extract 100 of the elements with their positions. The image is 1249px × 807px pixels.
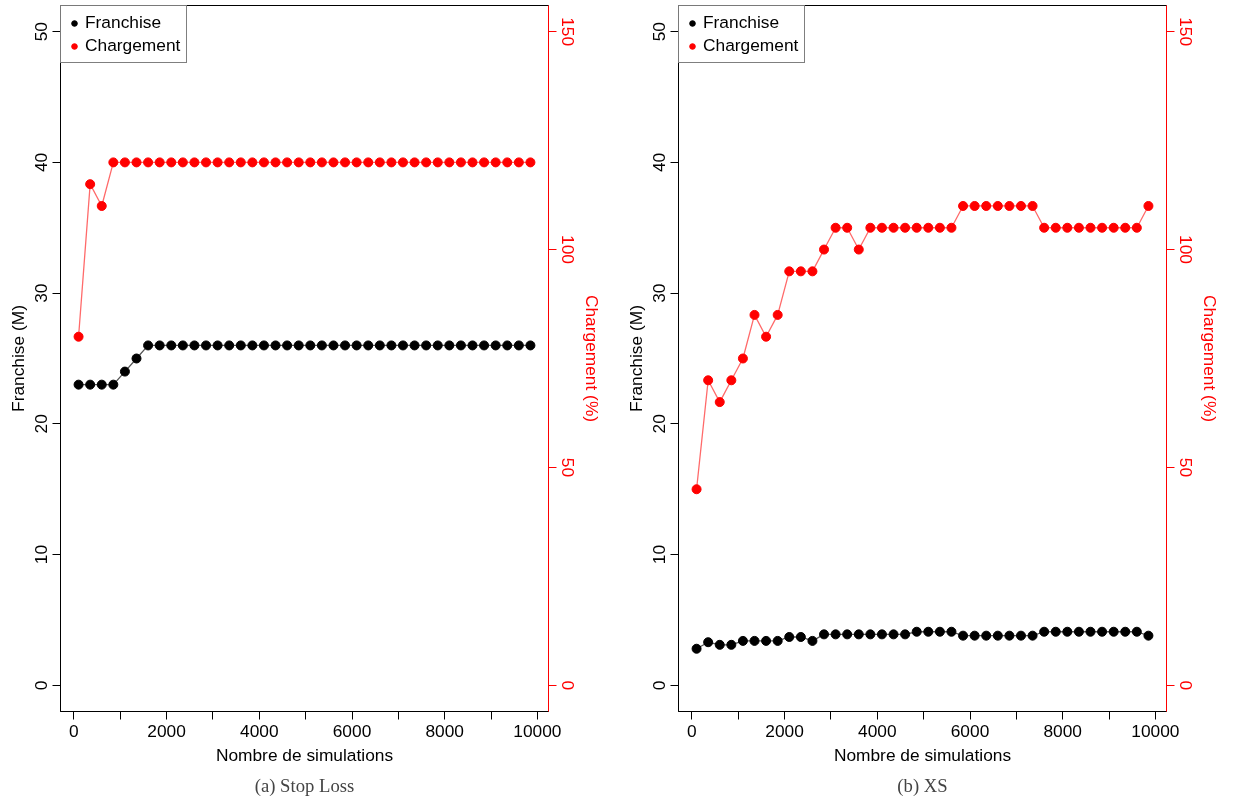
point: [293, 157, 304, 168]
y2-tick-label: 0: [557, 680, 578, 691]
point: [946, 222, 957, 233]
point: [513, 340, 524, 351]
point: [154, 157, 165, 168]
y2-tick-label: 150: [1175, 17, 1196, 47]
point: [131, 157, 142, 168]
point: [525, 157, 536, 168]
point: [328, 340, 339, 351]
point: [282, 157, 293, 168]
legend-label: Chargement: [703, 35, 799, 56]
point: [737, 353, 748, 364]
point: [900, 222, 911, 233]
point: [911, 222, 922, 233]
point: [923, 222, 934, 233]
point: [386, 157, 397, 168]
point: [784, 266, 795, 277]
x-tick-label: 2000: [765, 720, 804, 741]
point: [1143, 200, 1154, 211]
y2-tick-label: 50: [557, 457, 578, 478]
point: [108, 379, 119, 390]
point: [305, 157, 316, 168]
point: [421, 340, 432, 351]
point: [85, 379, 96, 390]
x-axis-title: Nombre de simulations: [215, 744, 394, 765]
point: [432, 340, 443, 351]
point: [235, 340, 246, 351]
point: [1120, 222, 1131, 233]
point: [444, 340, 455, 351]
x-tick-label: 10000: [513, 720, 562, 741]
point: [853, 244, 864, 255]
y-tick-label: 30: [31, 283, 52, 303]
point: [374, 157, 385, 168]
y-axis-title: Franchise (M): [625, 305, 646, 412]
point: [455, 340, 466, 351]
point: [374, 340, 385, 351]
point: [1062, 222, 1073, 233]
point: [513, 157, 524, 168]
point: [119, 366, 130, 377]
legend-label: Franchise: [85, 12, 162, 33]
point: [703, 375, 714, 386]
point: [397, 157, 408, 168]
point: [958, 200, 969, 211]
x-tick-label: 2000: [147, 720, 186, 741]
y2-tick-label: 100: [557, 235, 578, 265]
point: [969, 200, 980, 211]
point: [108, 157, 119, 168]
x-tick-label: 10000: [1131, 720, 1180, 741]
point: [691, 484, 702, 495]
point: [282, 340, 293, 351]
point: [830, 222, 841, 233]
x-axis-title: Nombre de simulations: [833, 744, 1012, 765]
point: [842, 222, 853, 233]
point: [316, 340, 327, 351]
point: [189, 157, 200, 168]
point: [143, 340, 154, 351]
point: [201, 157, 212, 168]
point: [96, 200, 107, 211]
point: [876, 222, 887, 233]
point: [819, 244, 830, 255]
point: [166, 157, 177, 168]
y-tick-label: 0: [31, 680, 52, 691]
point: [131, 353, 142, 364]
point: [351, 157, 362, 168]
point: [444, 157, 455, 168]
point: [1097, 222, 1108, 233]
point: [761, 331, 772, 342]
point: [73, 331, 84, 342]
point: [305, 340, 316, 351]
y-tick-label: 10: [31, 544, 52, 565]
point: [363, 340, 374, 351]
x-tick-label: 4000: [858, 720, 897, 741]
point: [502, 157, 513, 168]
point: [888, 222, 899, 233]
point: [467, 340, 478, 351]
point: [807, 266, 818, 277]
y2-tick-label: 50: [1175, 457, 1196, 478]
point: [1004, 200, 1015, 211]
point: [1015, 200, 1026, 211]
y-tick-label: 30: [649, 283, 670, 303]
point: [432, 157, 443, 168]
point: [247, 157, 258, 168]
point: [421, 157, 432, 168]
x-tick-label: 6000: [950, 720, 990, 741]
point: [795, 266, 806, 277]
point: [1108, 222, 1119, 233]
text: (b) XS: [897, 774, 948, 797]
y-tick-label: 50: [649, 22, 670, 42]
y2-tick-label: 0: [1175, 680, 1196, 691]
point: [409, 157, 420, 168]
point: [409, 340, 420, 351]
point: [177, 157, 188, 168]
legend-label: Chargement: [85, 35, 181, 56]
x-tick-label: 8000: [425, 720, 464, 741]
point: [293, 340, 304, 351]
point: [212, 340, 223, 351]
point: [714, 397, 725, 408]
point: [119, 157, 130, 168]
point: [201, 340, 212, 351]
point: [502, 340, 513, 351]
